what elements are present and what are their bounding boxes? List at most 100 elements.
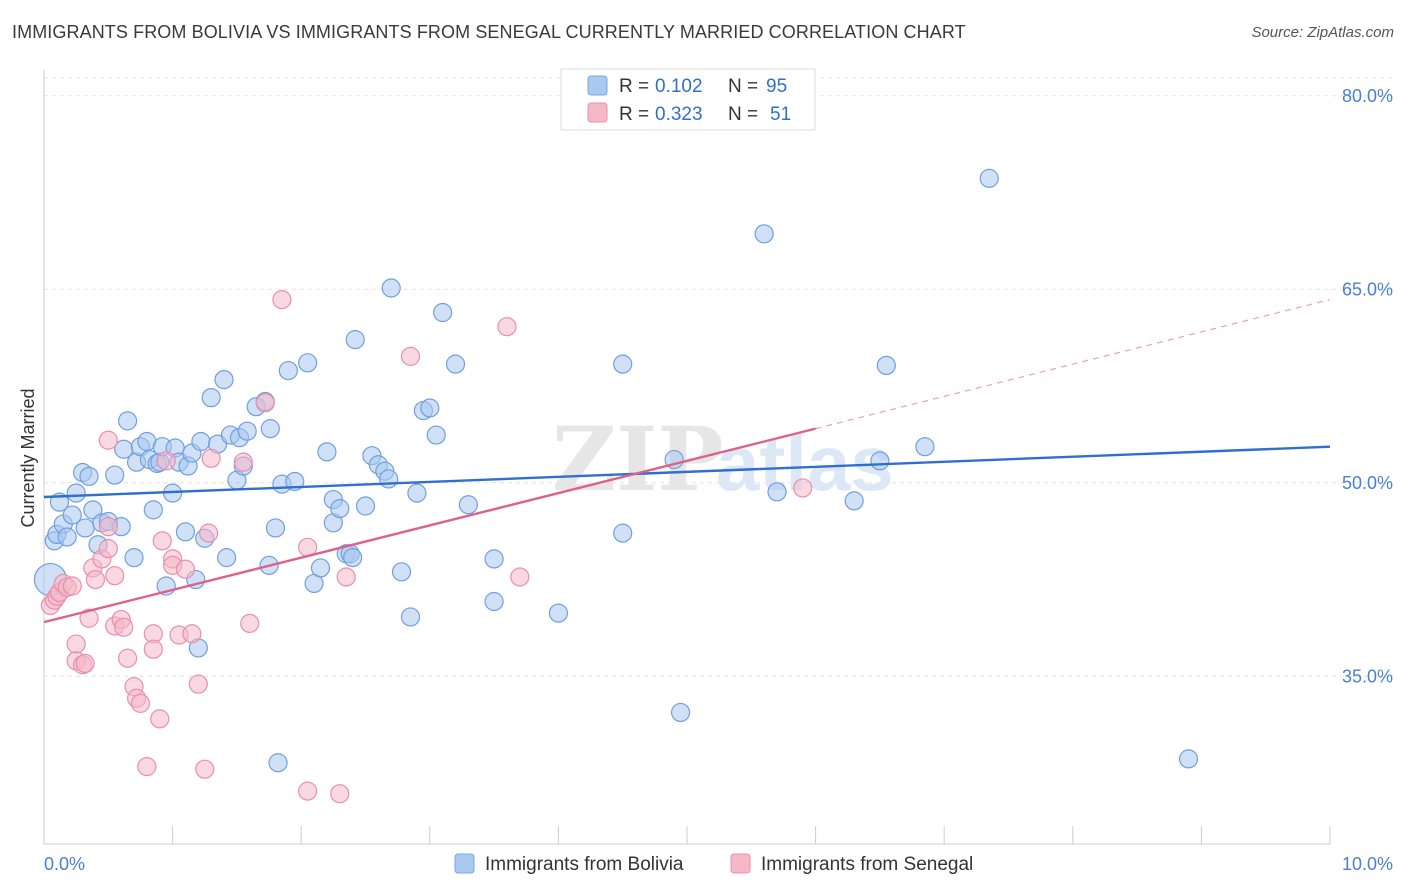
legend-r-label-senegal: R = bbox=[619, 104, 649, 125]
legend-swatch-senegal bbox=[587, 102, 608, 123]
point bbox=[57, 527, 77, 547]
point bbox=[391, 562, 412, 582]
point bbox=[260, 419, 280, 439]
trend-line-0 bbox=[43, 445, 1331, 499]
point bbox=[420, 398, 440, 418]
y-tick-label: 50.0% bbox=[1342, 473, 1393, 493]
point bbox=[143, 639, 163, 659]
point bbox=[317, 442, 337, 462]
point bbox=[175, 559, 196, 579]
point bbox=[98, 430, 118, 450]
legend-n-label-senegal: N = bbox=[728, 104, 758, 125]
point bbox=[298, 781, 318, 801]
point bbox=[458, 495, 478, 515]
point bbox=[117, 648, 138, 668]
point bbox=[497, 317, 517, 337]
legend-bottom-swatch-bolivia bbox=[454, 853, 475, 874]
point bbox=[62, 505, 82, 525]
point bbox=[915, 437, 935, 457]
point bbox=[272, 290, 292, 310]
point bbox=[613, 354, 633, 374]
point bbox=[79, 608, 99, 628]
legend-r-value-senegal: 0.323 bbox=[655, 104, 703, 125]
point bbox=[98, 538, 118, 559]
point bbox=[793, 478, 813, 498]
point bbox=[445, 354, 466, 374]
legend-n-value-senegal: 51 bbox=[770, 104, 791, 125]
point bbox=[130, 693, 151, 713]
point bbox=[330, 784, 350, 804]
point bbox=[484, 591, 504, 612]
point bbox=[613, 523, 633, 543]
point bbox=[233, 452, 253, 472]
point bbox=[75, 518, 95, 538]
x-ticks bbox=[43, 826, 1331, 844]
point bbox=[510, 567, 530, 587]
point bbox=[298, 353, 318, 373]
point bbox=[182, 624, 202, 644]
point bbox=[199, 523, 219, 543]
point bbox=[255, 393, 275, 413]
point bbox=[114, 617, 134, 637]
trend-line-extension-1 bbox=[815, 299, 1331, 430]
legend-n-label-bolivia: N = bbox=[728, 76, 758, 97]
legend-bottom-label-bolivia: Immigrants from Bolivia bbox=[485, 854, 684, 875]
point bbox=[62, 576, 82, 596]
point bbox=[66, 634, 86, 654]
y-tick-label: 65.0% bbox=[1342, 279, 1393, 299]
point bbox=[870, 451, 890, 471]
y-axis-label: Currently Married bbox=[18, 388, 38, 527]
point bbox=[330, 499, 350, 519]
point bbox=[195, 759, 215, 779]
legend-bottom-swatch-senegal bbox=[730, 853, 751, 874]
point bbox=[336, 567, 356, 587]
point bbox=[979, 168, 999, 188]
point bbox=[214, 370, 234, 390]
point bbox=[278, 360, 298, 381]
point bbox=[105, 566, 125, 586]
y-tick-label: 80.0% bbox=[1342, 86, 1393, 106]
point bbox=[150, 709, 170, 729]
point bbox=[124, 548, 144, 568]
point bbox=[240, 613, 260, 634]
point bbox=[426, 425, 446, 445]
y-tick-labels: 35.0% 50.0% 65.0% 80.0% bbox=[1342, 86, 1393, 686]
point bbox=[345, 330, 365, 350]
point bbox=[548, 603, 569, 623]
legend-bottom-label-senegal: Immigrants from Senegal bbox=[761, 854, 973, 875]
grid-lines bbox=[44, 77, 1393, 677]
point bbox=[143, 500, 163, 520]
point bbox=[75, 653, 95, 674]
legend-top: R = 0.102 N = 95 R = 0.323 N = 51 bbox=[560, 68, 816, 131]
point bbox=[407, 483, 427, 503]
point bbox=[156, 451, 176, 471]
point bbox=[191, 431, 211, 452]
legend-swatch-bolivia bbox=[587, 75, 608, 96]
point bbox=[175, 522, 196, 542]
point bbox=[66, 483, 86, 503]
point bbox=[381, 278, 401, 298]
legend-r-label-bolivia: R = bbox=[619, 76, 649, 97]
point bbox=[767, 482, 787, 502]
trend-lines bbox=[43, 299, 1331, 624]
point bbox=[79, 466, 99, 486]
point bbox=[343, 548, 363, 568]
legend-n-value-bolivia: 95 bbox=[766, 76, 787, 97]
point bbox=[754, 224, 774, 244]
point bbox=[201, 388, 221, 408]
point bbox=[98, 517, 118, 537]
chart-title: IMMIGRANTS FROM BOLIVIA VS IMMIGRANTS FR… bbox=[12, 22, 966, 42]
point bbox=[137, 756, 157, 777]
series-senegal bbox=[40, 290, 813, 804]
point bbox=[265, 518, 286, 538]
point bbox=[400, 607, 421, 627]
point bbox=[237, 421, 257, 441]
trend-line-1 bbox=[43, 427, 816, 624]
x-tick-label-max: 10.0% bbox=[1342, 854, 1393, 874]
point bbox=[400, 346, 421, 366]
point bbox=[188, 674, 208, 694]
source-label: Source: ZipAtlas.com bbox=[1251, 24, 1394, 41]
point bbox=[379, 469, 399, 489]
point bbox=[268, 753, 288, 773]
